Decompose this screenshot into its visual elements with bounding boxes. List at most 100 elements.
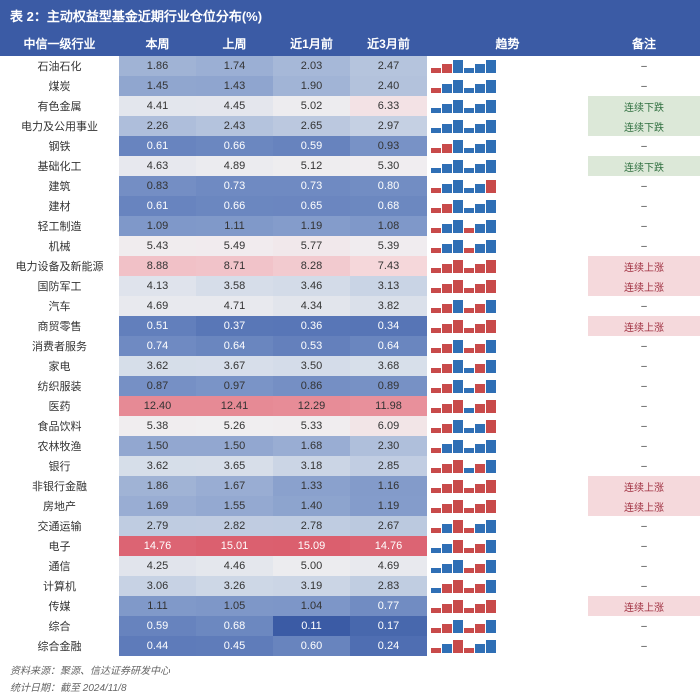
row-label: 电子 bbox=[0, 536, 119, 556]
value-cell: 11.98 bbox=[350, 396, 427, 416]
value-cell: 5.39 bbox=[350, 236, 427, 256]
value-cell: 4.13 bbox=[119, 276, 196, 296]
table-row: 纺织服装0.870.970.860.89– bbox=[0, 376, 700, 396]
value-cell: 0.89 bbox=[350, 376, 427, 396]
allocation-table: 中信一级行业本周上周近1月前近3月前趋势备注 石油石化1.861.742.032… bbox=[0, 31, 700, 656]
value-cell: 8.71 bbox=[196, 256, 273, 276]
table-row: 石油石化1.861.742.032.47– bbox=[0, 56, 700, 76]
remark-cell: 连续下跌 bbox=[588, 116, 700, 136]
value-cell: 5.38 bbox=[119, 416, 196, 436]
value-cell: 0.65 bbox=[273, 196, 350, 216]
value-cell: 1.50 bbox=[119, 436, 196, 456]
table-row: 非银行金融1.861.671.331.16连续上涨 bbox=[0, 476, 700, 496]
trend-cell bbox=[427, 516, 588, 536]
trend-cell bbox=[427, 156, 588, 176]
row-label: 房地产 bbox=[0, 496, 119, 516]
remark-cell: – bbox=[588, 236, 700, 256]
remark-cell: – bbox=[588, 176, 700, 196]
value-cell: 1.74 bbox=[196, 56, 273, 76]
value-cell: 0.93 bbox=[350, 136, 427, 156]
value-cell: 1.05 bbox=[196, 596, 273, 616]
row-label: 计算机 bbox=[0, 576, 119, 596]
remark-cell: 连续上涨 bbox=[588, 476, 700, 496]
value-cell: 4.69 bbox=[350, 556, 427, 576]
value-cell: 1.11 bbox=[196, 216, 273, 236]
table-header-row: 中信一级行业本周上周近1月前近3月前趋势备注 bbox=[0, 31, 700, 56]
value-cell: 14.76 bbox=[119, 536, 196, 556]
value-cell: 2.47 bbox=[350, 56, 427, 76]
row-label: 综合金融 bbox=[0, 636, 119, 656]
footer-source: 资料来源：聚源、信达证券研发中心 bbox=[0, 656, 700, 679]
remark-cell: – bbox=[588, 196, 700, 216]
row-label: 商贸零售 bbox=[0, 316, 119, 336]
value-cell: 1.19 bbox=[273, 216, 350, 236]
value-cell: 0.44 bbox=[119, 636, 196, 656]
footer-date: 统计日期：截至 2024/11/8 bbox=[0, 679, 700, 700]
column-header: 备注 bbox=[588, 31, 700, 56]
value-cell: 0.73 bbox=[196, 176, 273, 196]
value-cell: 2.83 bbox=[350, 576, 427, 596]
remark-cell: – bbox=[588, 616, 700, 636]
value-cell: 0.87 bbox=[119, 376, 196, 396]
value-cell: 0.34 bbox=[350, 316, 427, 336]
trend-cell bbox=[427, 536, 588, 556]
remark-cell: – bbox=[588, 456, 700, 476]
value-cell: 3.06 bbox=[119, 576, 196, 596]
trend-cell bbox=[427, 216, 588, 236]
value-cell: 2.43 bbox=[196, 116, 273, 136]
remark-cell: – bbox=[588, 136, 700, 156]
table-row: 消费者服务0.740.640.530.64– bbox=[0, 336, 700, 356]
table-row: 基础化工4.634.895.125.30连续下跌 bbox=[0, 156, 700, 176]
table-row: 钢铁0.610.660.590.93– bbox=[0, 136, 700, 156]
table-row: 综合0.590.680.110.17– bbox=[0, 616, 700, 636]
table-row: 家电3.623.673.503.68– bbox=[0, 356, 700, 376]
table-row: 煤炭1.451.431.902.40– bbox=[0, 76, 700, 96]
remark-cell: 连续上涨 bbox=[588, 596, 700, 616]
row-label: 消费者服务 bbox=[0, 336, 119, 356]
value-cell: 3.65 bbox=[196, 456, 273, 476]
value-cell: 0.61 bbox=[119, 196, 196, 216]
value-cell: 1.43 bbox=[196, 76, 273, 96]
value-cell: 4.34 bbox=[273, 296, 350, 316]
value-cell: 3.13 bbox=[350, 276, 427, 296]
table-row: 国防军工4.133.583.463.13连续上涨 bbox=[0, 276, 700, 296]
trend-cell bbox=[427, 196, 588, 216]
value-cell: 0.68 bbox=[196, 616, 273, 636]
remark-cell: – bbox=[588, 356, 700, 376]
value-cell: 1.50 bbox=[196, 436, 273, 456]
trend-cell bbox=[427, 316, 588, 336]
value-cell: 1.09 bbox=[119, 216, 196, 236]
value-cell: 1.55 bbox=[196, 496, 273, 516]
remark-cell: 连续下跌 bbox=[588, 156, 700, 176]
value-cell: 1.67 bbox=[196, 476, 273, 496]
row-label: 石油石化 bbox=[0, 56, 119, 76]
remark-cell: – bbox=[588, 556, 700, 576]
value-cell: 1.19 bbox=[350, 496, 427, 516]
value-cell: 2.79 bbox=[119, 516, 196, 536]
value-cell: 5.02 bbox=[273, 96, 350, 116]
value-cell: 5.77 bbox=[273, 236, 350, 256]
value-cell: 3.19 bbox=[273, 576, 350, 596]
value-cell: 3.50 bbox=[273, 356, 350, 376]
trend-cell bbox=[427, 76, 588, 96]
value-cell: 4.71 bbox=[196, 296, 273, 316]
value-cell: 1.86 bbox=[119, 56, 196, 76]
value-cell: 1.86 bbox=[119, 476, 196, 496]
row-label: 煤炭 bbox=[0, 76, 119, 96]
remark-cell: – bbox=[588, 416, 700, 436]
row-label: 有色金属 bbox=[0, 96, 119, 116]
value-cell: 1.08 bbox=[350, 216, 427, 236]
trend-cell bbox=[427, 56, 588, 76]
value-cell: 0.68 bbox=[350, 196, 427, 216]
trend-cell bbox=[427, 556, 588, 576]
trend-cell bbox=[427, 176, 588, 196]
value-cell: 3.18 bbox=[273, 456, 350, 476]
remark-cell: 连续上涨 bbox=[588, 276, 700, 296]
trend-cell bbox=[427, 416, 588, 436]
trend-cell bbox=[427, 496, 588, 516]
value-cell: 3.62 bbox=[119, 356, 196, 376]
trend-cell bbox=[427, 576, 588, 596]
value-cell: 4.89 bbox=[196, 156, 273, 176]
value-cell: 0.59 bbox=[273, 136, 350, 156]
value-cell: 15.09 bbox=[273, 536, 350, 556]
